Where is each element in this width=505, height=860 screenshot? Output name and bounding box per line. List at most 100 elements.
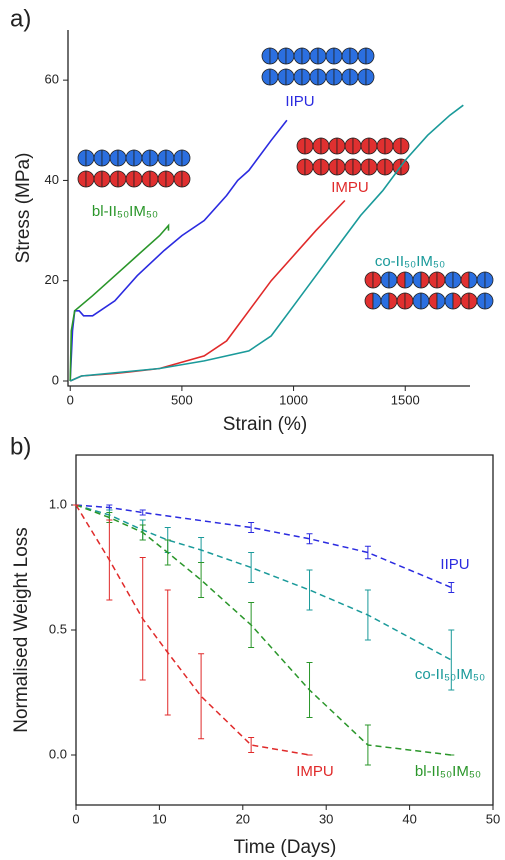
icon-half (392, 158, 402, 176)
y-tick-label: 20 (45, 272, 59, 287)
error-bar (164, 589, 171, 716)
icon-half (365, 68, 375, 86)
error-bar (364, 545, 371, 560)
error-bar (198, 562, 205, 598)
icon-half (157, 149, 167, 167)
series-line (69, 104, 464, 382)
icon-half (181, 170, 191, 188)
icon-half (309, 68, 319, 86)
trend-line (75, 504, 452, 756)
icon-half (93, 170, 103, 188)
icon-half (301, 68, 311, 86)
icon-half (117, 170, 127, 188)
icon-half (320, 137, 330, 155)
icon-half (101, 170, 111, 188)
icon-half (352, 137, 362, 155)
icon-half (109, 170, 119, 188)
y-tick-label: 1.0 (49, 496, 67, 511)
series-label: IIPU (285, 93, 314, 110)
icon-half (420, 292, 430, 310)
error-bar (106, 519, 113, 601)
icon-half (357, 47, 367, 65)
icon-half (312, 137, 322, 155)
y-tick-label: 0.0 (49, 746, 67, 761)
error-bar (248, 602, 255, 648)
icon-half (181, 149, 191, 167)
icon-half (452, 292, 462, 310)
icon-half (261, 47, 271, 65)
icon-half (349, 68, 359, 86)
icon-half (125, 149, 135, 167)
icon-half (444, 271, 454, 289)
icon-half (360, 158, 370, 176)
icon-half (309, 47, 319, 65)
error-bar (139, 524, 146, 541)
icon-half (277, 68, 287, 86)
icon-half (376, 137, 386, 155)
icon-half (101, 149, 111, 167)
series-label: IMPU (296, 763, 334, 780)
series-label: IMPU (331, 179, 369, 196)
icon-half (388, 292, 398, 310)
icon-half (384, 158, 394, 176)
series-line (69, 223, 170, 382)
icon-half (344, 158, 354, 176)
icon-half (404, 292, 414, 310)
icon-half (349, 47, 359, 65)
icon-half (328, 158, 338, 176)
icon-half (125, 170, 135, 188)
x-axis-label: Strain (%) (223, 414, 307, 435)
icon-half (412, 271, 422, 289)
icon-half (341, 47, 351, 65)
x-tick-label: 0 (72, 811, 79, 826)
icon-half (368, 137, 378, 155)
icon-half (364, 271, 374, 289)
icon-half (296, 158, 306, 176)
error-bar (139, 509, 146, 516)
icon-half (484, 292, 494, 310)
panel-label: a) (10, 5, 31, 32)
y-axis-label: Stress (MPa) (13, 153, 34, 264)
error-bar (306, 533, 313, 545)
icon-half (173, 170, 183, 188)
series-label: bl-II₅₀IM₅₀ (92, 203, 158, 220)
icon-half (325, 68, 335, 86)
icon-half (357, 68, 367, 86)
icon-half (336, 158, 346, 176)
x-tick-label: 30 (319, 811, 333, 826)
icon-half (468, 271, 478, 289)
icon-half (149, 149, 159, 167)
icon-half (352, 158, 362, 176)
icon-half (317, 47, 327, 65)
error-bar (164, 539, 171, 566)
icon-half (484, 271, 494, 289)
icon-half (372, 271, 382, 289)
error-bar (448, 582, 455, 593)
x-axis-label: Time (Days) (234, 837, 337, 858)
icon-half (420, 271, 430, 289)
icon-half (77, 149, 87, 167)
icon-half (109, 149, 119, 167)
icon-half (468, 292, 478, 310)
icon-half (396, 292, 406, 310)
error-bar (248, 737, 255, 753)
icon-half (165, 149, 175, 167)
y-tick-label: 0 (52, 372, 59, 387)
icon-half (428, 271, 438, 289)
icon-half (269, 68, 279, 86)
x-tick-label: 50 (486, 811, 500, 826)
icon-half (436, 271, 446, 289)
series-label: IIPU (440, 556, 469, 573)
icon-half (341, 68, 351, 86)
error-bar (139, 557, 146, 681)
icon-half (333, 68, 343, 86)
trend-line (75, 504, 452, 589)
error-bar (198, 653, 205, 740)
icon-half (400, 137, 410, 155)
series-label: co-II₅₀IM₅₀ (415, 666, 485, 683)
x-tick-label: 1000 (279, 392, 308, 407)
icon-half (165, 170, 175, 188)
x-tick-label: 10 (152, 811, 166, 826)
icon-half (384, 137, 394, 155)
